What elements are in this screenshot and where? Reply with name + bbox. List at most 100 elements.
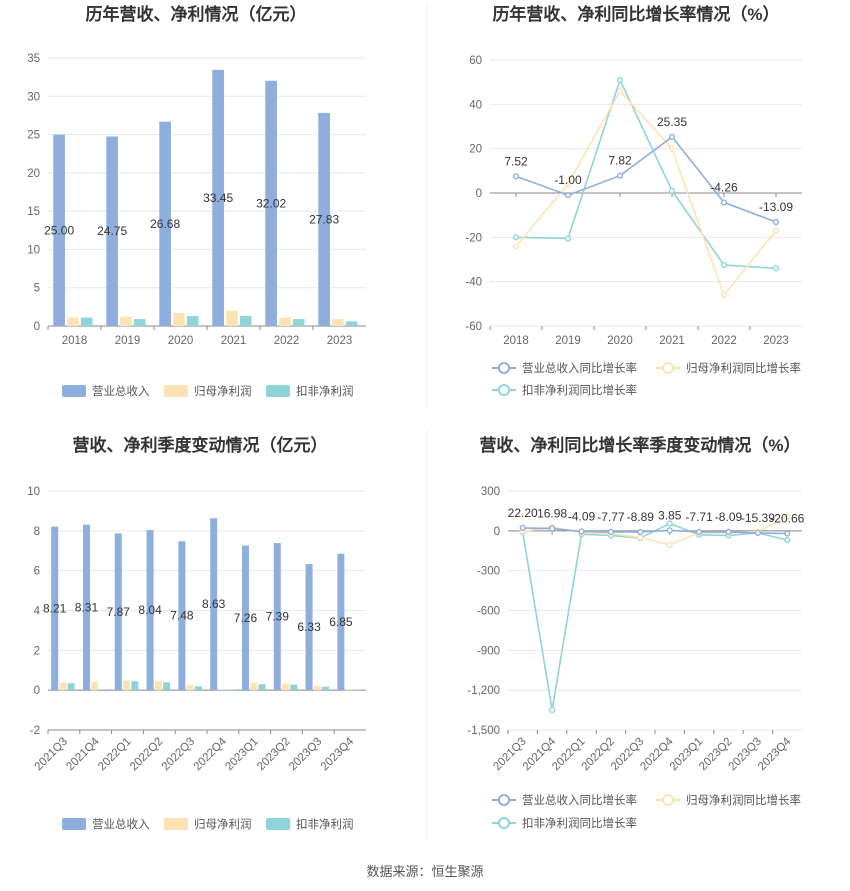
data-point xyxy=(512,234,520,241)
bar-revenue xyxy=(51,526,59,691)
bar-nonrecurring-profit xyxy=(131,681,139,691)
bar-parent-profit xyxy=(154,681,162,691)
x-tick-label: 2020 xyxy=(607,335,633,347)
series-line-nonrecurring-profit xyxy=(515,77,777,270)
bar-revenue xyxy=(273,542,281,691)
quarterly-growth-rate-chart: 营收、净利同比增长率季度变动情况（%） -1,500 -1,200 -900 -600 -… xyxy=(467,435,804,830)
bar-nonrecurring-profit xyxy=(226,689,234,691)
y-tick-label: 25 xyxy=(27,130,40,142)
series-line-revenue xyxy=(522,527,788,535)
bar-parent-profit xyxy=(332,319,344,326)
x-tick-label: 2020 xyxy=(168,335,194,347)
legend-swatch xyxy=(164,385,188,397)
data-point xyxy=(564,235,572,242)
bar-revenue xyxy=(106,136,118,326)
data-point xyxy=(519,524,526,531)
bar-parent-profit xyxy=(226,310,238,326)
data-point xyxy=(772,265,780,272)
legend-label: 归母净利润同比增长率 xyxy=(686,361,801,375)
legend-swatch xyxy=(266,818,290,830)
y-tick-label: -300 xyxy=(477,566,500,578)
data-point xyxy=(784,513,791,520)
line-data-label: -15.39 xyxy=(741,511,775,525)
bar-nonrecurring-profit xyxy=(186,316,199,326)
y-tick-label: 0 xyxy=(476,188,482,200)
bar-data-label: 27.83 xyxy=(309,212,339,226)
bar-nonrecurring-profit xyxy=(67,683,75,691)
legend-marker xyxy=(498,384,510,396)
legend-label: 营业总收入 xyxy=(92,384,150,398)
bar-data-label: 24.75 xyxy=(97,224,127,238)
data-point xyxy=(668,187,676,194)
y-tick-label: 8 xyxy=(34,526,40,538)
data-point xyxy=(720,291,728,299)
data-point xyxy=(637,534,644,541)
data-point xyxy=(616,87,624,95)
y-tick-label: 60 xyxy=(469,55,482,67)
legend-label: 扣非净利润同比增长率 xyxy=(522,816,637,830)
data-point xyxy=(548,706,556,714)
data-point xyxy=(720,261,728,269)
data-point xyxy=(668,133,676,140)
x-tick-label: 2023 xyxy=(763,335,789,347)
bar-data-label: 32.02 xyxy=(256,196,286,210)
x-tick-label: 2023 xyxy=(327,335,353,347)
bar-parent-profit xyxy=(250,682,258,691)
annual-revenue-profit-chart: 历年营收、净利情况（亿元） 0 5 10 15 20 25 30 35 25.00 24.75 26.… xyxy=(27,4,366,398)
bar-revenue xyxy=(318,112,330,327)
x-tick-label: 2022Q4 xyxy=(192,735,230,773)
data-source-footer: 数据来源：恒生聚源 xyxy=(366,864,483,879)
data-point xyxy=(616,172,624,179)
bar-nonrecurring-profit xyxy=(353,689,361,691)
bar-revenue xyxy=(241,545,249,691)
line-data-label: 16.98 xyxy=(537,507,567,521)
x-tick-label: 2022 xyxy=(711,335,737,347)
legend-label: 归母净利润同比增长率 xyxy=(686,793,801,807)
line-data-label: -7.77 xyxy=(597,510,625,524)
bar-revenue xyxy=(212,69,224,327)
line-data-label: 3.85 xyxy=(658,508,682,522)
line-data-label: -8.89 xyxy=(627,510,655,524)
y-tick-label: -1,500 xyxy=(467,725,500,737)
bar-parent-profit xyxy=(173,312,185,326)
bar-parent-profit xyxy=(218,689,226,691)
data-point xyxy=(695,528,703,535)
x-tick-label: 2018 xyxy=(503,335,529,347)
data-point xyxy=(548,525,556,532)
x-tick-label: 2023Q1 xyxy=(223,736,260,773)
line-data-label: -13.09 xyxy=(759,200,793,214)
bar-parent-profit xyxy=(67,317,79,326)
line-data-label: 25.35 xyxy=(657,115,687,129)
line-data-label: -1.00 xyxy=(554,173,582,187)
x-tick-label: 2019 xyxy=(555,335,581,347)
bar-data-label: 6.33 xyxy=(297,620,321,634)
bar-revenue xyxy=(210,518,218,691)
data-point xyxy=(720,199,728,206)
legend-marker xyxy=(662,794,674,806)
y-tick-label: -60 xyxy=(465,321,482,333)
data-point xyxy=(607,528,615,535)
line-data-label: -7.71 xyxy=(685,510,713,524)
legend-label: 扣非净利润 xyxy=(296,384,354,398)
y-tick-label: 300 xyxy=(481,486,500,498)
chart-title: 历年营收、净利同比增长率情况（%） xyxy=(492,4,779,24)
bar-nonrecurring-profit xyxy=(194,686,202,691)
bar-parent-profit xyxy=(186,685,194,691)
data-point xyxy=(666,541,673,548)
series-line-revenue xyxy=(515,135,777,223)
data-point xyxy=(754,529,762,536)
legend-label: 归母净利润 xyxy=(194,384,252,398)
bar-nonrecurring-profit xyxy=(163,682,171,691)
bar-revenue xyxy=(53,134,65,326)
y-tick-label: -1,200 xyxy=(467,685,500,697)
bar-parent-profit xyxy=(123,680,131,691)
x-tick-label: 2023Q4 xyxy=(756,735,794,773)
y-tick-label: 6 xyxy=(34,566,40,578)
line-data-label: 7.82 xyxy=(608,154,632,168)
data-point xyxy=(578,528,585,535)
line-data-label: -4.26 xyxy=(710,180,738,194)
bar-data-label: 33.45 xyxy=(203,191,233,205)
line-data-label: -4.09 xyxy=(568,509,596,523)
data-point xyxy=(772,227,780,234)
